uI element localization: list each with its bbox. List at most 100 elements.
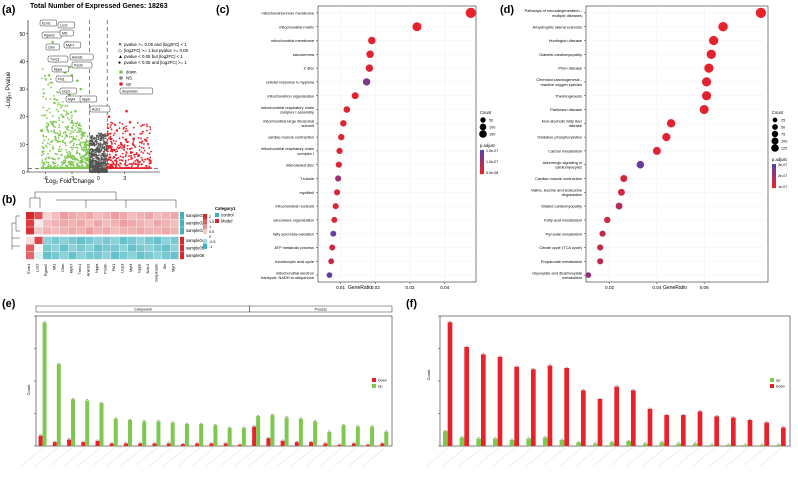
bar: [366, 444, 371, 446]
dotplot-xtick-label: 0.06: [700, 285, 709, 290]
volcano-point-down: [54, 120, 56, 123]
volcano-point-down: [71, 163, 74, 165]
bar: [294, 442, 299, 446]
heatmap-cell: [102, 219, 111, 227]
gene-label: Tnnc1: [50, 58, 60, 62]
dotplot-category-label: fatty acid beta-oxidation: [273, 231, 314, 236]
volcano-point-up: [124, 154, 127, 156]
volcano-point-up: [106, 163, 109, 165]
volcano-point-down: [83, 157, 86, 160]
heatmap-cell: [43, 212, 52, 220]
gene-label-box: [59, 29, 74, 37]
volcano-point-ns: [105, 171, 108, 173]
volcano-point-down: [44, 158, 47, 161]
heatmap-cell: [162, 212, 171, 220]
volcano-point-down: [57, 136, 60, 139]
gene-label-box: [39, 19, 57, 27]
heatmap-cell: [128, 244, 137, 252]
volcano-point-up: [110, 143, 113, 145]
heatmap-cell: [128, 219, 137, 227]
volcano-point-up: [138, 145, 141, 148]
volcano-point-ns: [97, 136, 100, 139]
panel-label-c: (c): [216, 4, 230, 16]
dotplot-category-label: Pyruvate metabolism: [546, 231, 582, 236]
volcano-point-up: [140, 156, 143, 159]
dotplot-category-label: disease: [569, 123, 582, 128]
gene-label: Lcn2: [60, 24, 67, 28]
volcano-point-down: [42, 161, 44, 164]
dotplot-xtick-label: 0.02: [605, 285, 614, 290]
volcano-point-up: [125, 151, 128, 153]
dotplot-color-bar: [772, 180, 776, 183]
volcano-point-ns: [97, 150, 99, 152]
volcano-point-down: [61, 100, 64, 103]
dotplot-point: [701, 91, 712, 101]
volcano-point-down: [57, 91, 60, 94]
volcano-point-up: [129, 152, 132, 154]
volcano-point-down: [80, 167, 83, 170]
heatmap-row-label: sample05: [186, 245, 205, 250]
volcano-point-down: [66, 155, 69, 157]
volcano-point-down: [46, 122, 48, 125]
bar-category-label: [334, 447, 357, 467]
volcano-point-up: [109, 137, 113, 141]
dotplot-point: [334, 189, 341, 196]
volcano-point-ns: [100, 133, 103, 136]
bar: [109, 443, 114, 446]
dotplot-point: [366, 50, 374, 59]
dotplot-frame: [585, 5, 769, 283]
volcano-point-down: [56, 140, 60, 143]
volcano-point-up: [131, 157, 134, 160]
volcano-point-up: [137, 165, 139, 168]
heatmap-cell: [68, 252, 77, 260]
bar-category-label: [692, 447, 716, 467]
dotplot-point: [604, 216, 611, 224]
volcano-point-ns: [96, 154, 99, 157]
bar: [676, 443, 681, 446]
volcano-point-down: [58, 119, 61, 122]
dotplot-color-legend-title: p.adjust: [480, 143, 496, 148]
heatmap-cell: [170, 212, 179, 220]
volcano-point-down: [40, 167, 43, 170]
legend-shape-label: pvalue >= 0.05 and |log2FC| < 1: [124, 42, 187, 47]
bar-category-label: [642, 447, 666, 467]
volcano-point-down: [70, 130, 72, 133]
heatmap-cell: [170, 236, 179, 244]
heatmap-cell: [94, 219, 103, 227]
volcano-point-ns: [98, 170, 100, 173]
bar-category-label: [163, 447, 186, 467]
volcano-point-down: [87, 156, 90, 159]
volcano-point-up: [114, 142, 116, 145]
volcano-point-ns: [104, 159, 107, 161]
heatmap-cell: [94, 244, 103, 252]
volcano-point-up: [106, 134, 109, 137]
volcano-point-ns: [97, 138, 100, 141]
dotplot-category-label: Propanoate metabolism: [541, 259, 582, 264]
gene-label-box: [119, 87, 153, 95]
panel-label-f: (f): [406, 298, 417, 310]
volcano-point-up: [141, 159, 144, 162]
volcano-point-ns: [94, 148, 96, 151]
volcano-point-down: [76, 162, 79, 165]
volcano-point-down: [57, 167, 60, 170]
heatmap-cell: [153, 219, 162, 227]
volcano-point-up: [107, 127, 110, 130]
volcano-point-down: [44, 74, 47, 77]
volcano-point-down: [74, 167, 77, 170]
dotplot-size-legend-label: 50: [781, 126, 785, 130]
volcano-point-down: [50, 130, 53, 133]
volcano-xtick-label: -3: [70, 176, 75, 182]
bar-category-label: [220, 447, 243, 467]
dotplot-color-bar: [480, 150, 484, 153]
volcano-point-down: [64, 157, 67, 160]
volcano-point-up: [109, 135, 112, 138]
volcano-point-down: [49, 149, 51, 152]
dotplot-category-label: cellular response to hypoxia: [266, 80, 315, 85]
legend-color-label: NS: [126, 76, 132, 81]
volcano-point-up: [129, 148, 132, 150]
volcano-point-ns: [95, 164, 98, 167]
volcano-point-up: [142, 147, 145, 150]
bar: [726, 444, 731, 446]
volcano-point-up: [125, 139, 127, 142]
heatmap-cell: [60, 244, 69, 252]
